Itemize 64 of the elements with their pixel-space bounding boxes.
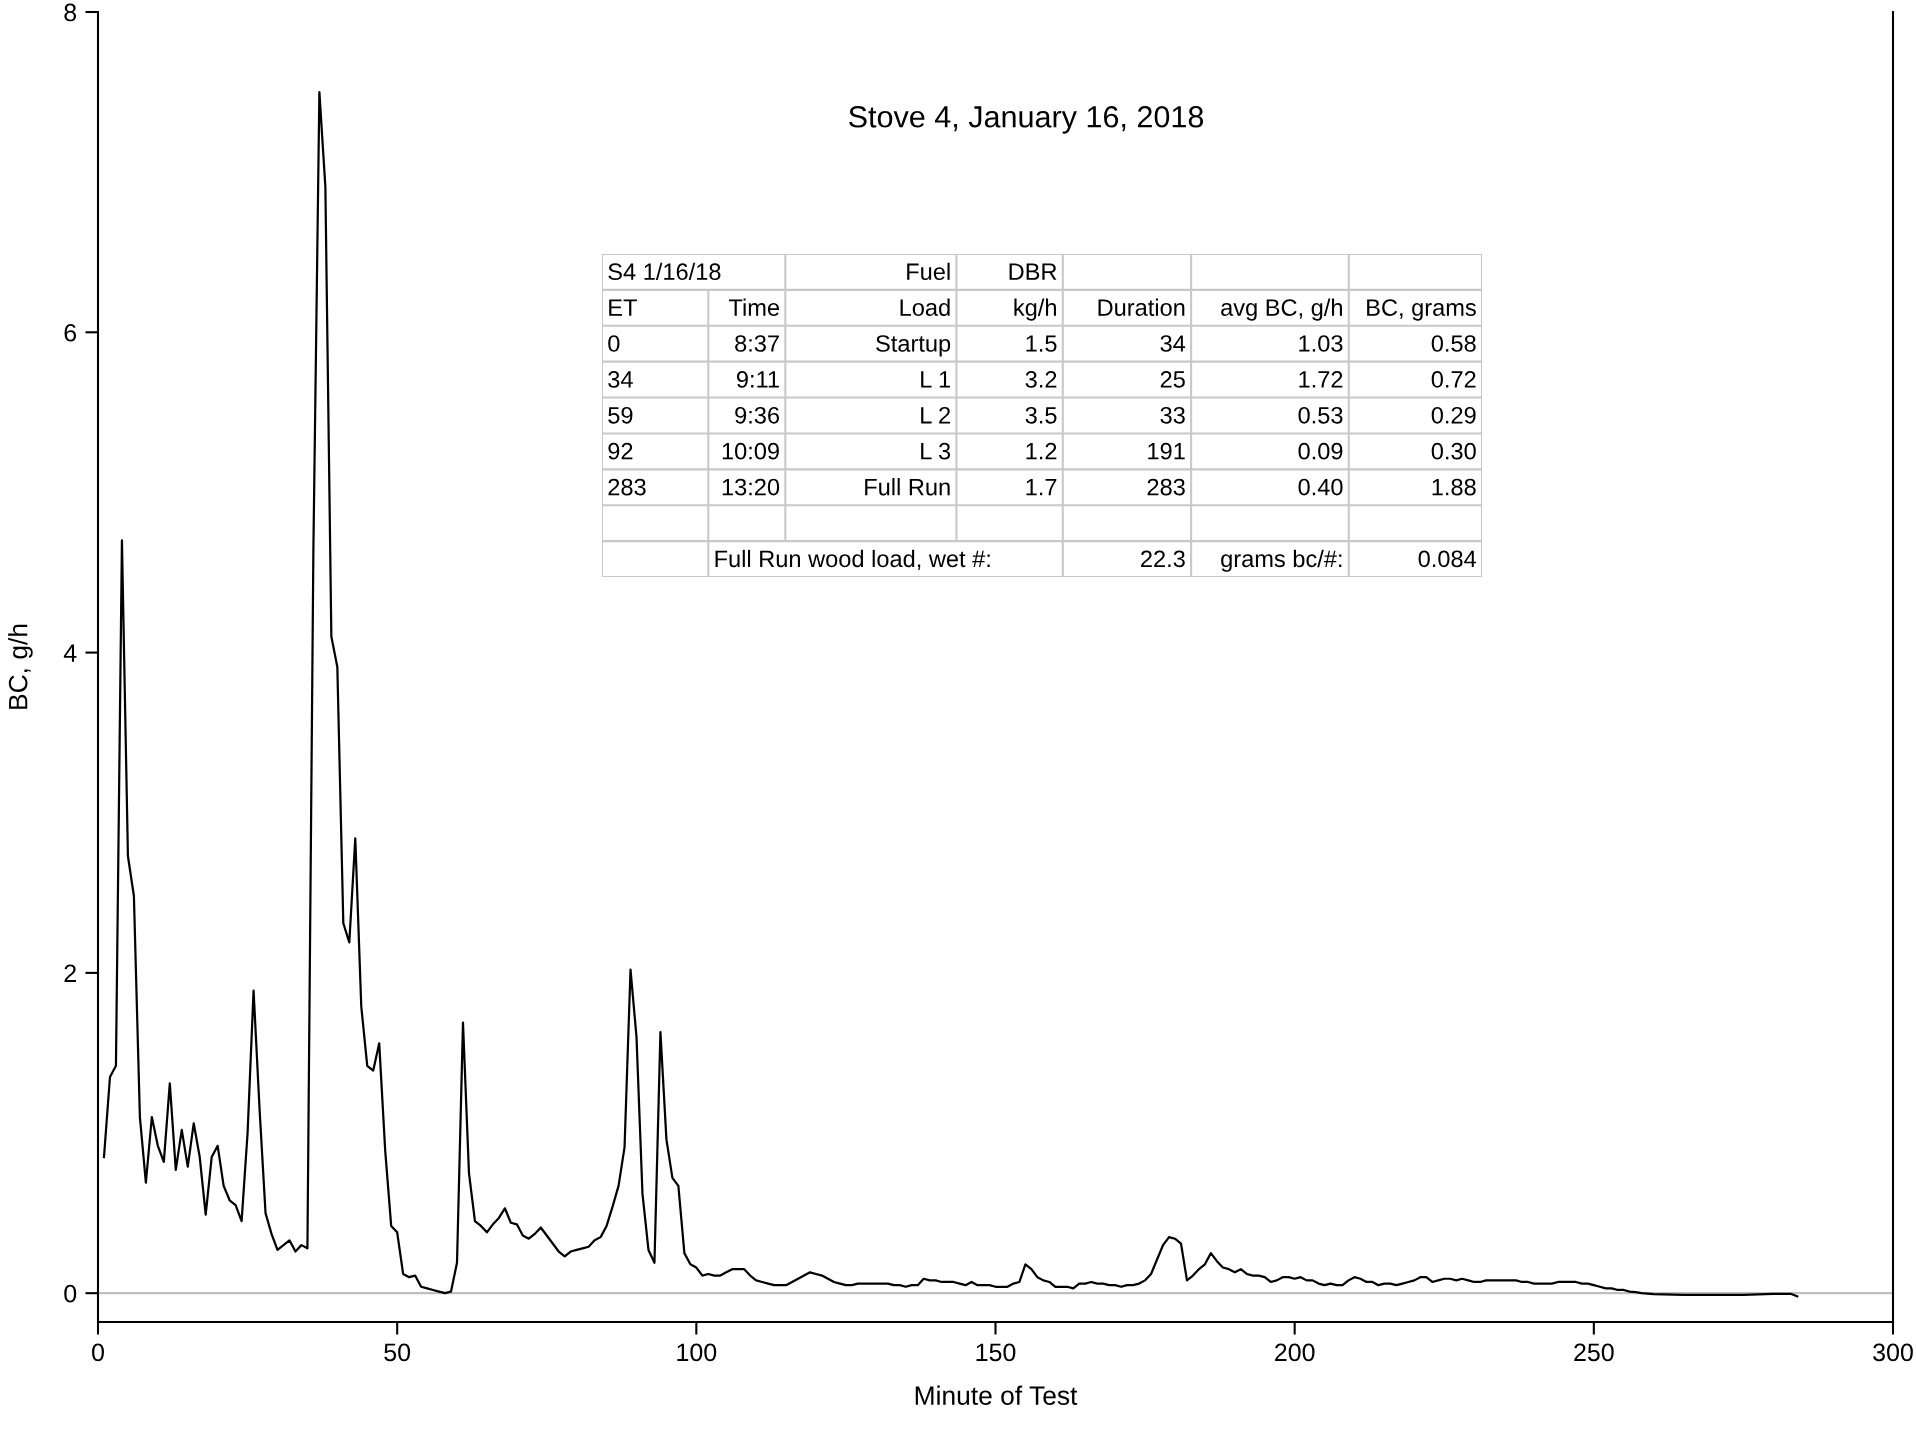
text: L 2 [921,406,950,424]
text: BC, grams [1367,299,1476,321]
text: 3.2 [1025,371,1057,388]
text: 22.3 [1141,550,1185,568]
text: 3.5 [1025,406,1057,424]
text: 1.7 [1026,478,1057,496]
text: Duration [1098,298,1185,316]
text: 34 [608,371,633,388]
text: 0.30 [1431,442,1476,460]
text: L 1 [921,371,951,388]
text: 92 [608,442,633,460]
text: 9:36 [735,406,780,424]
x-tick-label: 50 [384,1343,411,1362]
text: Startup [876,335,951,357]
x-axis-title: Minute of Test [915,1385,1078,1405]
text: Full Run wood load, wet #: [715,549,990,570]
text: kg/h [1014,298,1056,321]
text: avg BC, g/h [1221,298,1342,321]
text: 10:09 [722,442,779,460]
text: 283 [1147,478,1185,496]
text: 0 [608,335,620,352]
text: 0.53 [1298,406,1343,424]
text: Load [900,298,950,316]
x-tick-label: 200 [1275,1343,1315,1362]
text: 0.09 [1298,442,1343,460]
text: 0.084 [1418,550,1477,568]
text: 0.72 [1431,371,1476,388]
text: L 3 [921,442,951,460]
y-tick-label: 8 [64,3,77,22]
x-tick-label: 250 [1574,1343,1614,1362]
text: 34 [1160,335,1186,352]
text: 8:37 [735,335,779,352]
text: 1.5 [1026,335,1057,352]
text: 191 [1148,442,1185,460]
text: 59 [608,406,633,424]
x-tick-label: 150 [976,1343,1016,1362]
x-tick-label: 0 [92,1343,104,1362]
text: Time [729,298,780,316]
text: Full Run [865,478,950,496]
text: 9:11 [736,371,779,388]
y-tick-label: 2 [64,964,76,982]
text: 1.2 [1026,442,1057,460]
text: Stove 4, January 16, 2018 [849,105,1204,134]
text: 1.88 [1432,478,1476,496]
text: 1.03 [1299,335,1343,352]
text: 25 [1160,371,1185,388]
text: 0.40 [1298,478,1343,496]
y-tick-label: 4 [63,644,77,662]
y-axis-title: BC, g/h [8,624,33,709]
text: ET [609,299,637,316]
text: 33 [1160,406,1185,424]
y-tick-label: 0 [64,1284,77,1303]
text: 0.29 [1431,406,1476,424]
x-tick-label: 300 [1873,1343,1913,1362]
text: Fuel [907,262,950,281]
x-tick-label: 100 [677,1343,717,1362]
text: DBR [1009,263,1057,280]
text: 13:20 [722,478,780,496]
text: 1.72 [1299,371,1343,388]
y-tick-label: 6 [64,323,77,342]
text: 283 [608,478,646,496]
text: grams bc/#: [1221,549,1342,572]
text: S4 1/16/18 [608,262,721,281]
text: 0.58 [1431,335,1476,352]
